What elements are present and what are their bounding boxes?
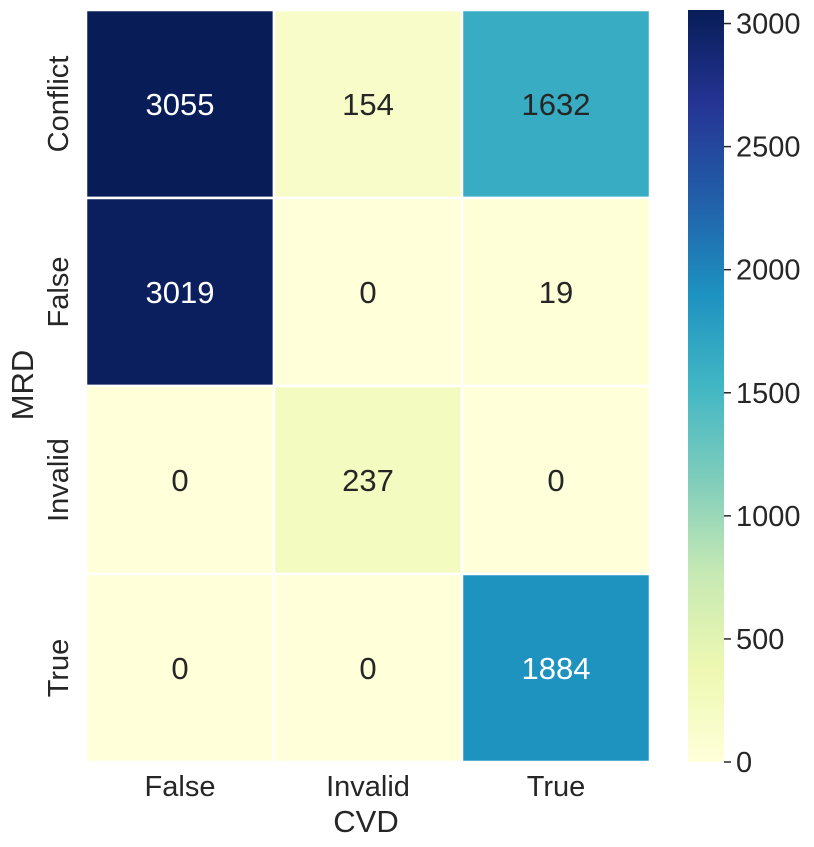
- heatmap-cell: [84, 8, 276, 200]
- x-tick-label: True: [527, 771, 586, 803]
- cell-value-label: 0: [171, 463, 188, 498]
- colorbar-tick-label: 2000: [736, 255, 801, 287]
- y-tick-label: False: [43, 257, 75, 328]
- colorbar-tick-label: 500: [736, 624, 784, 656]
- cell-value-label: 19: [539, 275, 573, 310]
- colorbar-tick-label: 1500: [736, 378, 801, 410]
- cell-value-label: 0: [359, 651, 376, 686]
- x-tick-labels: False Invalid True: [145, 771, 586, 803]
- cell-value-label: 1884: [522, 651, 591, 686]
- heatmap-cell: [460, 196, 652, 388]
- colorbar-tick-label: 2500: [736, 132, 801, 164]
- heatmap-cell: [272, 8, 464, 200]
- heatmap-cell: [272, 196, 464, 388]
- colorbar-tick-label: 0: [736, 747, 752, 779]
- cell-value-label: 154: [342, 87, 394, 122]
- y-tick-label: True: [43, 639, 75, 698]
- heatmap-cell: [84, 572, 276, 764]
- cell-value-label: 1632: [522, 87, 591, 122]
- heatmap-cells: 3055 154 1632 3019 0 19 0 237 0 0 0 1884: [84, 8, 652, 764]
- heatmap-cell: [272, 384, 464, 576]
- colorbar-tick-label: 1000: [736, 501, 801, 533]
- y-tick-label: Invalid: [43, 438, 75, 522]
- cell-value-label: 237: [342, 463, 394, 498]
- y-axis-label: MRD: [5, 350, 40, 421]
- cell-value-label: 3055: [146, 87, 215, 122]
- heatmap-cell: [84, 196, 276, 388]
- colorbar: 0 500 1000 1500 2000 2500 3000: [688, 9, 801, 779]
- heatmap-cell: [460, 8, 652, 200]
- x-tick-label: Invalid: [326, 771, 410, 803]
- y-tick-labels: Conflict False Invalid True: [43, 56, 75, 698]
- colorbar-gradient: [688, 10, 724, 762]
- heatmap-cell: [460, 572, 652, 764]
- colorbar-tick-label: 3000: [736, 9, 801, 41]
- cell-value-label: 0: [359, 275, 376, 310]
- x-axis-label: CVD: [333, 804, 398, 839]
- cell-value-label: 3019: [146, 275, 215, 310]
- x-tick-label: False: [145, 771, 216, 803]
- cell-value-label: 0: [171, 651, 188, 686]
- colorbar-ticks: 0 500 1000 1500 2000 2500 3000: [724, 9, 801, 779]
- y-tick-label: Conflict: [43, 56, 75, 153]
- cell-value-label: 0: [547, 463, 564, 498]
